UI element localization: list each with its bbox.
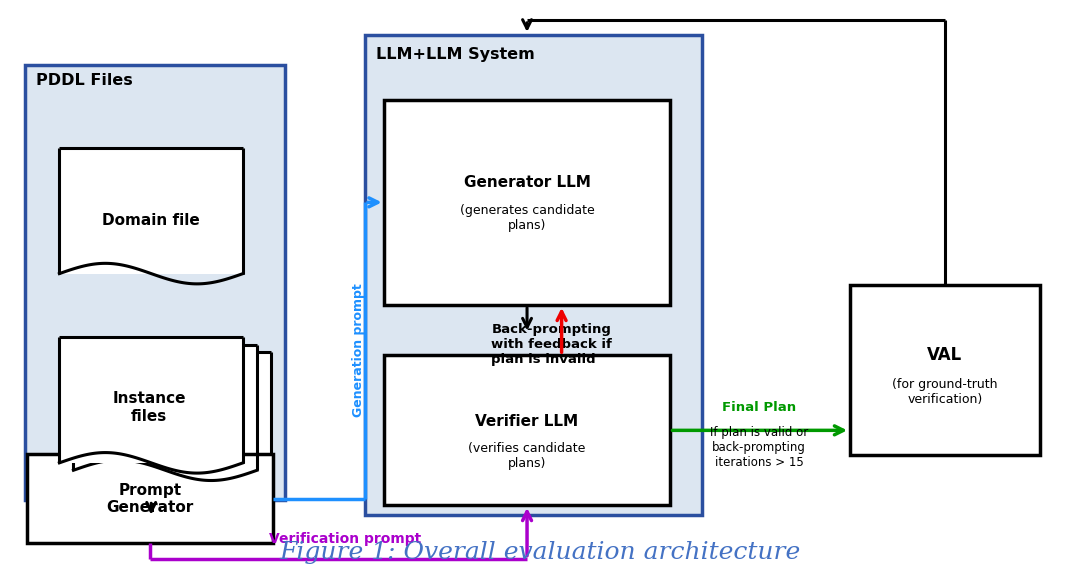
Text: (for ground-truth
verification): (for ground-truth verification) [892,377,998,406]
FancyBboxPatch shape [384,355,670,505]
Text: LLM+LLM System: LLM+LLM System [376,47,535,62]
FancyBboxPatch shape [384,100,670,305]
Text: Figure 1: Overall evaluation architecture: Figure 1: Overall evaluation architectur… [280,542,800,564]
Polygon shape [59,337,243,463]
Text: VAL: VAL [928,345,962,364]
Text: (generates candidate
plans): (generates candidate plans) [460,203,594,232]
FancyBboxPatch shape [25,65,285,500]
Text: Generation prompt: Generation prompt [352,284,365,417]
Text: Verifier LLM: Verifier LLM [475,414,579,429]
FancyBboxPatch shape [27,454,273,543]
Polygon shape [87,352,271,478]
FancyBboxPatch shape [365,35,702,515]
Text: Back-prompting
with feedback if
plan is invalid: Back-prompting with feedback if plan is … [491,323,612,367]
Text: (verifies candidate
plans): (verifies candidate plans) [469,442,585,470]
Text: Instance
files: Instance files [112,392,186,424]
Polygon shape [73,345,257,470]
Text: Final Plan: Final Plan [723,401,796,414]
Text: PDDL Files: PDDL Files [36,74,133,88]
Text: Prompt
Generator: Prompt Generator [107,483,193,515]
Text: Domain file: Domain file [103,213,200,227]
Text: Generator LLM: Generator LLM [463,175,591,190]
FancyBboxPatch shape [850,285,1040,455]
Text: If plan is valid or
back-prompting
iterations > 15: If plan is valid or back-prompting itera… [711,426,808,469]
Polygon shape [59,148,243,274]
Text: Verification prompt: Verification prompt [270,532,421,545]
